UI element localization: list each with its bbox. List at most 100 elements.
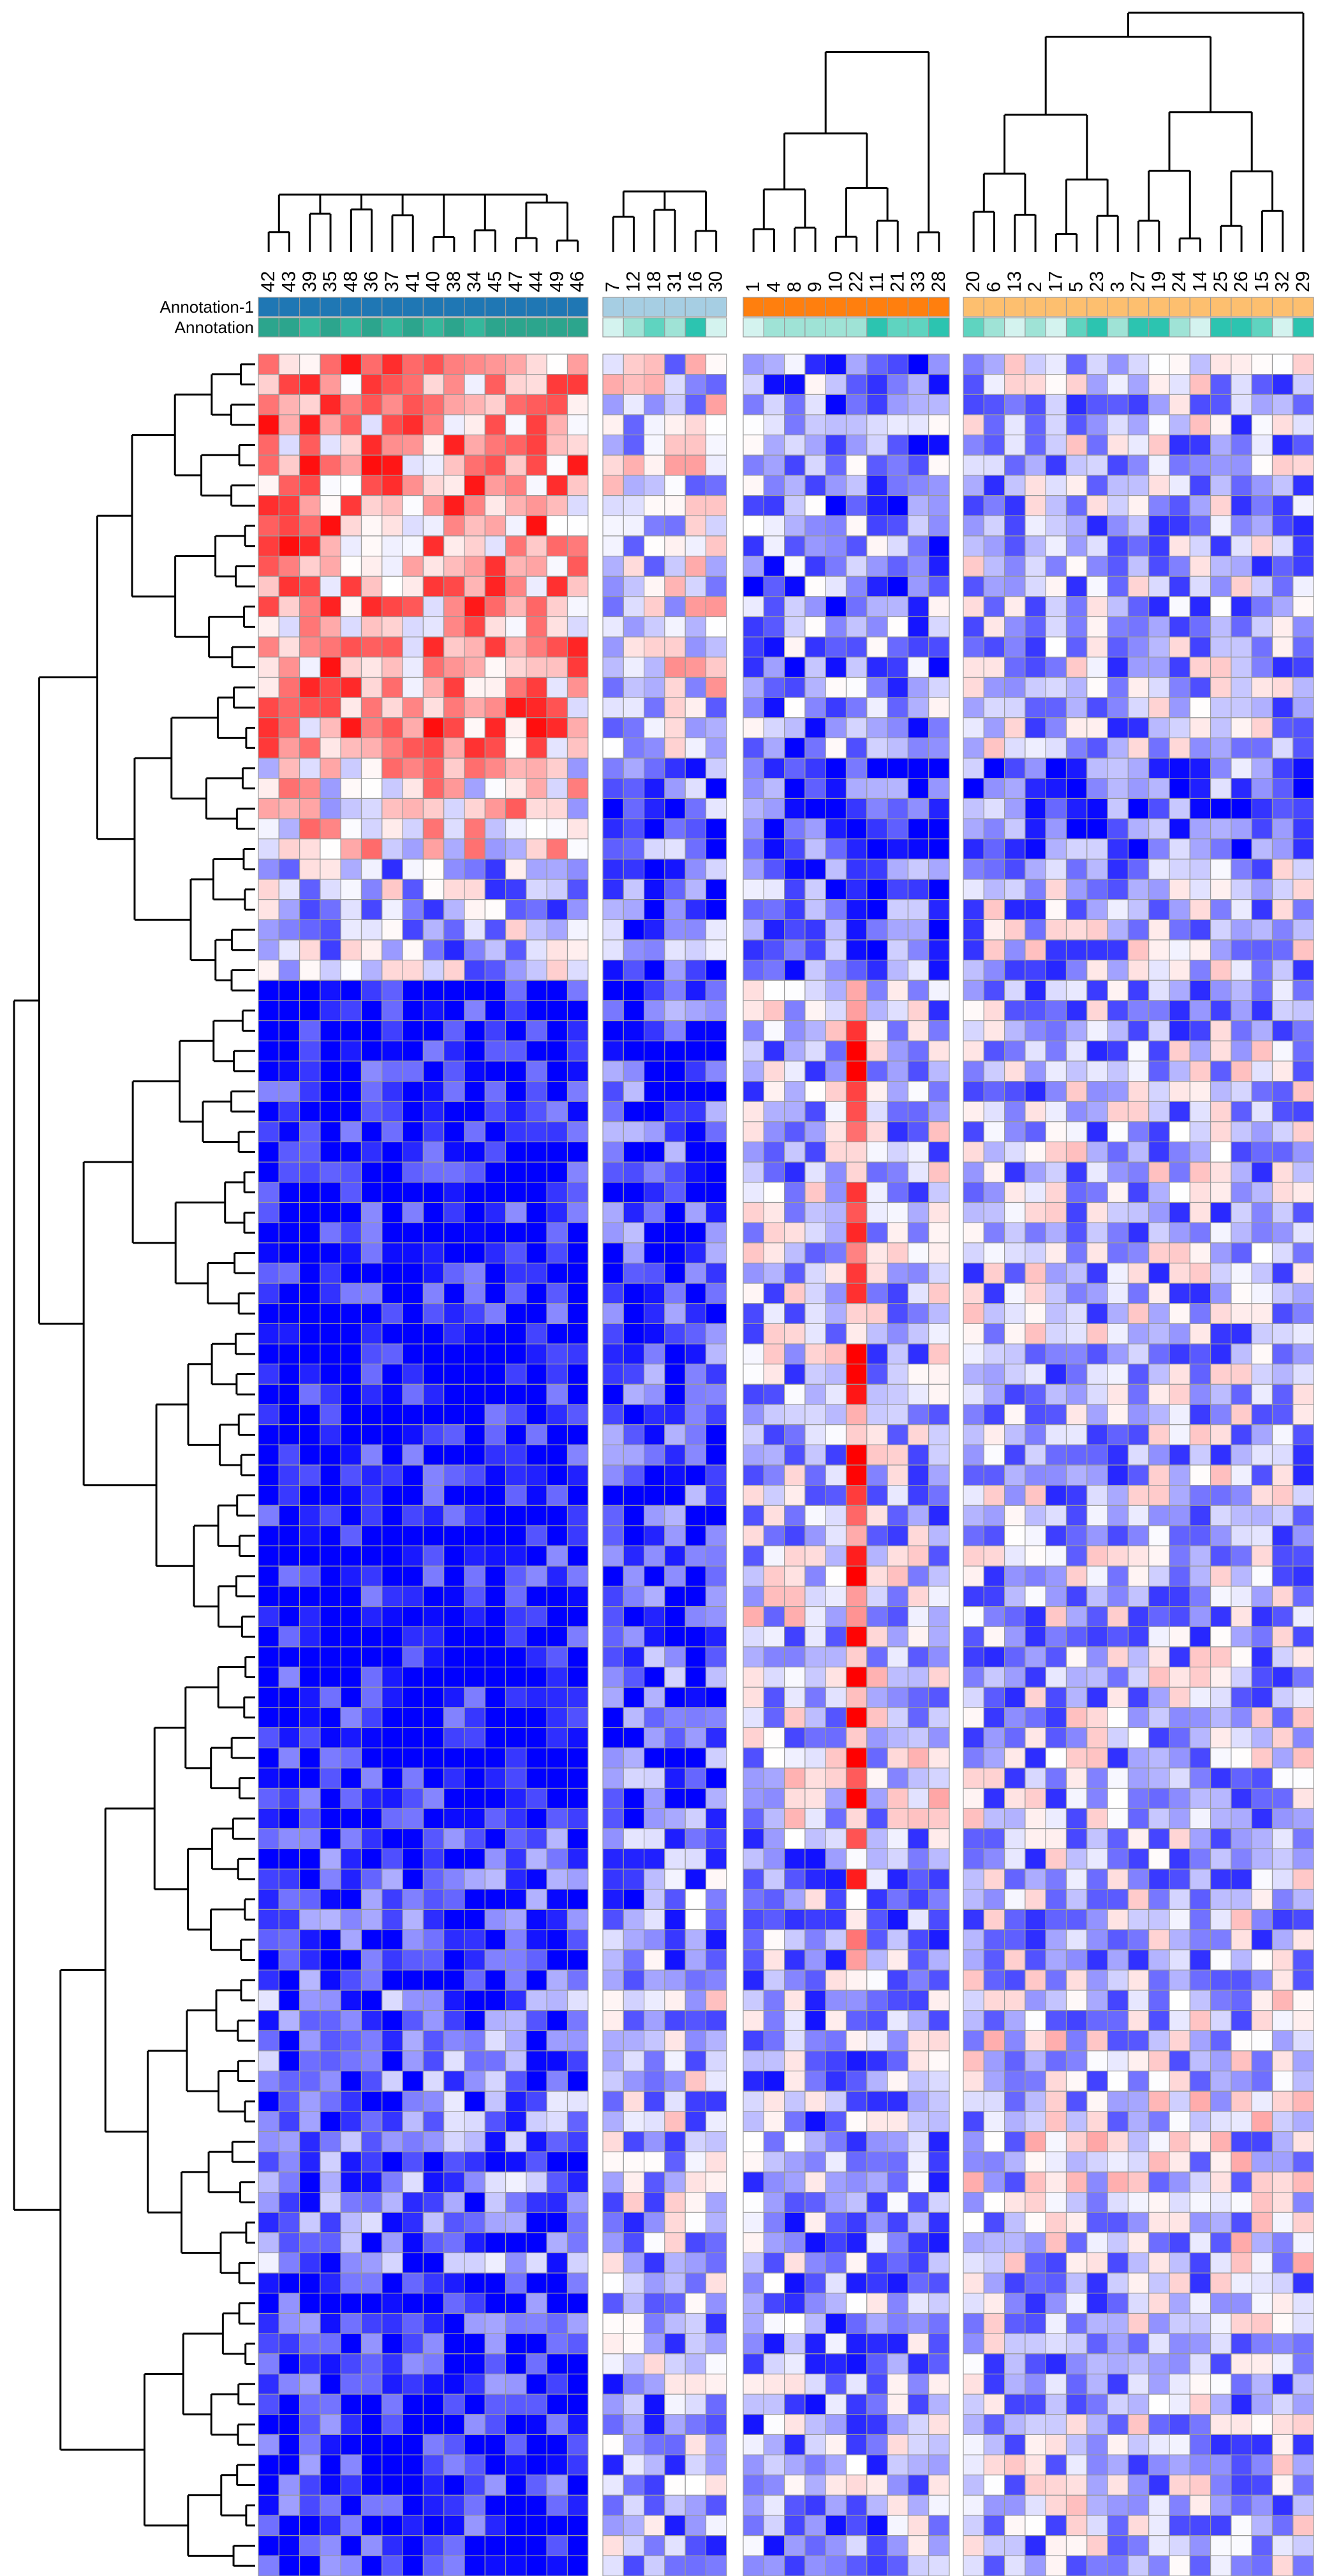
heatmap-cell [422,1141,445,1163]
heatmap-cell [866,1262,888,1284]
heatmap-cell [825,979,847,1001]
heatmap-cell [705,2212,727,2233]
heatmap-cell [825,1121,847,1143]
heatmap-cell [602,1343,624,1365]
heatmap-cell [443,1868,465,1890]
heatmap-cell [1065,1686,1088,1708]
heatmap-cell [505,1969,527,1991]
heatmap-cell [1045,838,1067,860]
heatmap-cell [602,1303,624,1325]
heatmap-cell [422,1626,445,1648]
heatmap-cell [845,2131,868,2152]
heatmap-cell [422,1444,445,1466]
heatmap-cell [258,2010,279,2031]
heatmap-cell [623,616,645,637]
heatmap-cell [623,757,645,779]
heatmap-cell [1025,2555,1046,2576]
heatmap-cell [643,2434,665,2455]
heatmap-cell [566,1909,589,1930]
heatmap-cell [484,1929,507,1951]
heatmap-cell [783,1686,806,1708]
heatmap-cell [1086,1444,1108,1466]
heatmap-cell [866,697,888,718]
heatmap-cell [381,838,403,860]
heatmap-cell [546,778,568,799]
heatmap-cell [804,1626,826,1648]
heatmap-cell [546,798,568,819]
heatmap-cell [602,2494,624,2516]
heatmap-cell [464,697,485,718]
heatmap-cell [1045,1828,1067,1850]
heatmap-cell [464,2293,485,2314]
heatmap-cell [983,1768,1005,1789]
heatmap-cell [505,1990,527,2011]
annotation-cell [783,317,806,338]
heatmap-cell [505,1000,527,1022]
heatmap-cell [983,1101,1005,1122]
heatmap-cell [422,2312,445,2334]
heatmap-cell [825,2333,847,2355]
heatmap-cell [484,1283,507,1304]
heatmap-cell [526,1000,547,1022]
heatmap-cell [258,1949,279,1970]
heatmap-cell [299,1444,321,1466]
heatmap-cell [1107,657,1129,678]
heatmap-cell [928,2131,950,2152]
heatmap-cell [643,1889,665,1910]
heatmap-cell [685,1464,707,1486]
heatmap-cell [526,1202,547,1223]
heatmap-cell [1025,959,1046,981]
heatmap-cell [464,1444,485,1466]
heatmap-cell [928,2312,950,2334]
heatmap-cell [1025,1787,1046,1809]
heatmap-cell [664,1424,686,1445]
heatmap-cell [484,1828,507,1850]
heatmap-cell [464,434,485,456]
heatmap-cell [340,657,362,678]
heatmap-cell [1107,434,1129,456]
heatmap-cell [804,2353,826,2375]
heatmap-cell [422,555,445,577]
heatmap-cell [258,1990,279,2011]
heatmap-cell [685,879,707,900]
annotation-cell [743,317,764,338]
heatmap-cell [1107,1525,1129,1547]
heatmap-cell [743,596,764,618]
heatmap-cell [340,818,362,840]
heatmap-cell [804,1707,826,1729]
heatmap-cell [443,1161,465,1183]
heatmap-cell [258,2515,279,2536]
heatmap-cell [422,2232,445,2254]
heatmap-cell [643,1768,665,1789]
heatmap-cell [928,657,950,678]
heatmap-cell [783,2434,806,2455]
heatmap-cell [381,535,403,557]
heatmap-cell [963,939,984,961]
heatmap-cell [340,1808,362,1829]
heatmap-cell [320,1121,341,1143]
heatmap-cell [340,1080,362,1102]
heatmap-cell [825,555,847,577]
heatmap-cell [381,2434,403,2455]
heatmap-cell [299,2212,321,2233]
heatmap-cell [928,495,950,516]
heatmap-cell [526,596,547,618]
heatmap-cell [1025,2232,1046,2254]
heatmap-cell [804,778,826,799]
column-label: 32 [1272,271,1293,292]
heatmap-cell [546,1686,568,1708]
heatmap-cell [825,1949,847,1970]
heatmap-cell [963,596,984,618]
heatmap-cell [1003,1707,1026,1729]
heatmap-cell [887,1464,908,1486]
heatmap-cell [623,1343,645,1365]
heatmap-cell [804,1909,826,1930]
heatmap-cell [484,858,507,880]
heatmap-cell [783,2050,806,2072]
heatmap-cell [887,2151,908,2173]
heatmap-cell [443,2192,465,2213]
heatmap-cell [685,1141,707,1163]
heatmap-cell [623,1404,645,1426]
heatmap-cell [340,2090,362,2112]
heatmap-cell [963,1505,984,1526]
